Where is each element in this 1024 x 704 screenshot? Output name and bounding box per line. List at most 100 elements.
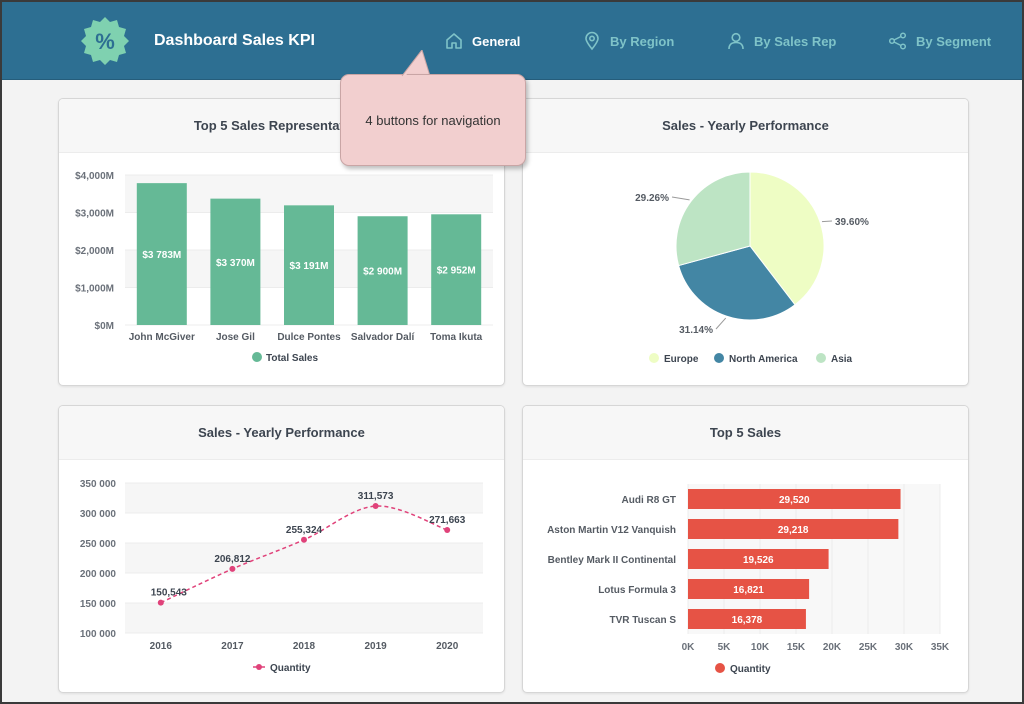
y-tick-label: 250 000 <box>80 539 117 550</box>
grid-band <box>125 543 483 573</box>
pie-slice <box>675 171 751 267</box>
x-tick-label: 35K <box>931 642 950 653</box>
x-tick-label: 2018 <box>293 641 316 652</box>
x-tick-label: Dulce Pontes <box>277 332 341 343</box>
x-tick-label: Jose Gil <box>216 332 255 343</box>
yearly-line-card: Sales - Yearly Performance 100 000 150 00… <box>58 405 505 693</box>
y-tick-label: 350 000 <box>80 479 117 490</box>
legend-label: Asia <box>831 354 853 365</box>
x-tick-label: 2016 <box>150 641 173 652</box>
x-tick-label: John McGiver <box>129 332 195 343</box>
map-pin-icon <box>585 31 599 51</box>
bar <box>688 519 899 539</box>
pie-leader-line <box>821 220 833 223</box>
bar-data-label: 29,218 <box>778 525 809 536</box>
top-sales-card: Top 5 Sales 0K 5K 10K 15K 20K 25K 30K 35K 29,520… <box>522 405 969 693</box>
app-title: Dashboard Sales KPI <box>154 32 315 49</box>
nav-by-sales-rep-button[interactable]: By Sales Rep <box>726 30 836 52</box>
x-tick-label: 10K <box>751 642 770 653</box>
legend-marker <box>715 663 725 673</box>
y-tick-label: Bentley Mark II Continental <box>548 555 677 566</box>
bar <box>136 183 187 325</box>
y-tick-label: 100 000 <box>80 629 117 640</box>
yearly-line-card-title: Sales - Yearly Performance <box>59 406 504 460</box>
home-icon <box>446 33 462 49</box>
sales-reps-bar-chart: $0M $1,000M $2,000M $3,000M $4,000M $3 783M Jo… <box>75 171 493 364</box>
top-sales-card-title: Top 5 Sales <box>523 406 968 460</box>
navigation-callout: 4 buttons for navigation <box>340 74 526 166</box>
bar <box>357 216 408 325</box>
yearly-line-chart: 100 000 150 000 200 000 250 000 300 000 350 0… <box>80 479 483 674</box>
svg-text:%: % <box>95 29 115 54</box>
nav-by-segment-button[interactable]: By Segment <box>888 30 991 52</box>
nav-by-region-label: By Region <box>610 33 675 49</box>
point-data-label: 255,324 <box>286 525 323 536</box>
legend-marker <box>256 664 262 670</box>
x-tick-label: 20K <box>823 642 842 653</box>
pie-leader-line <box>715 317 727 330</box>
y-tick-label: 150 000 <box>80 599 117 610</box>
legend-label: Quantity <box>270 663 311 674</box>
legend-label: Total Sales <box>266 353 318 364</box>
percent-badge-icon: % <box>81 17 129 65</box>
x-tick-label: 2017 <box>221 641 244 652</box>
x-tick-label: Toma Ikuta <box>430 332 482 343</box>
bar-data-label: $3 783M <box>142 250 181 261</box>
user-icon <box>728 32 744 50</box>
nav-general-button[interactable]: General <box>444 30 520 52</box>
x-tick-label: 2020 <box>436 641 459 652</box>
y-tick-label: 200 000 <box>80 569 117 580</box>
y-tick-label: 300 000 <box>80 509 117 520</box>
grid-band <box>125 603 483 633</box>
x-tick-label: 0K <box>682 642 696 653</box>
top-header: % Dashboard Sales KPI General By Region … <box>2 2 1022 80</box>
bar-data-label: 16,378 <box>732 615 763 626</box>
x-tick-label: 15K <box>787 642 806 653</box>
bar <box>431 214 482 325</box>
pie-data-label: 39.60% <box>835 217 869 228</box>
y-tick-label: Aston Martin V12 Vanquish <box>547 525 676 536</box>
legend-label: Europe <box>664 354 699 365</box>
y-tick-label: $2,000M <box>75 246 114 257</box>
nav-by-segment-label: By Segment <box>916 33 992 49</box>
legend-label: Quantity <box>730 664 771 675</box>
pie-slice <box>678 245 796 321</box>
y-tick-label: $3,000M <box>75 209 114 220</box>
point-data-label: 271,663 <box>429 515 466 526</box>
point-data-label: 311,573 <box>358 491 394 502</box>
pie-data-label: 31.14% <box>679 325 713 336</box>
point-data-label: 150,543 <box>151 588 188 599</box>
nav-general-label: General <box>472 33 521 49</box>
pie-slice <box>749 171 825 306</box>
y-tick-label: Lotus Formula 3 <box>598 585 676 596</box>
legend-marker <box>816 353 826 363</box>
bar-data-label: $2 900M <box>363 267 402 278</box>
legend-marker <box>252 352 262 362</box>
region-pie-card: Sales - Yearly Performance 39.60% 31.14% 2… <box>522 98 969 386</box>
bar-data-label: $3 191M <box>290 261 329 272</box>
bar <box>284 205 334 325</box>
bar <box>210 198 261 325</box>
region-pie-chart: 39.60% 31.14% 29.26% Europe North America Asi… <box>635 171 869 365</box>
pie-leader-line <box>671 196 690 201</box>
legend-label: North America <box>729 354 798 365</box>
pie-data-label: 29.26% <box>635 193 669 204</box>
bar-data-label: 19,526 <box>743 555 774 566</box>
x-tick-label: 5K <box>718 642 732 653</box>
point-data-label: 206,812 <box>214 554 251 565</box>
bar-data-label: $3 370M <box>216 258 255 269</box>
bar <box>688 489 901 509</box>
x-tick-label: 30K <box>895 642 914 653</box>
data-point <box>444 527 451 534</box>
bar <box>688 579 810 599</box>
x-tick-label: Salvador Dalí <box>351 332 416 343</box>
legend-marker <box>714 353 724 363</box>
region-pie-card-title: Sales - Yearly Performance <box>523 99 968 153</box>
data-point <box>157 599 164 606</box>
nav-by-region-button[interactable]: By Region <box>582 30 674 52</box>
y-tick-label: $1,000M <box>75 284 114 295</box>
grid-band <box>125 483 483 513</box>
legend-marker <box>649 353 659 363</box>
bar <box>688 609 806 629</box>
x-tick-label: 25K <box>859 642 878 653</box>
